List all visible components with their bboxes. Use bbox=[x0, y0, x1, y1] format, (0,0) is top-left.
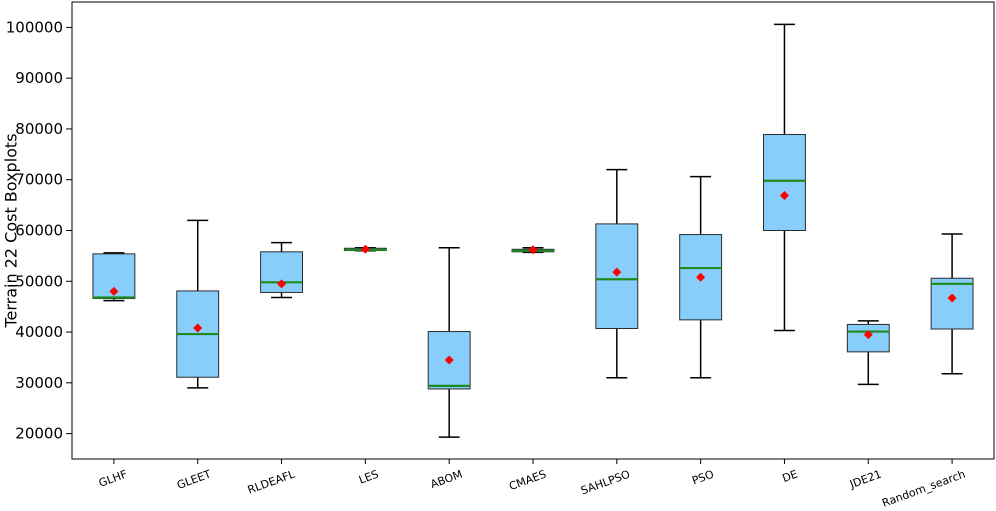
box-iqr bbox=[763, 134, 806, 231]
box-group bbox=[92, 252, 136, 302]
y-tick-label: 70000 bbox=[15, 171, 63, 189]
x-tick-label: LES bbox=[357, 468, 380, 487]
y-tick-label: 100000 bbox=[6, 18, 63, 36]
mean-marker bbox=[444, 355, 454, 365]
box-group bbox=[260, 241, 304, 299]
y-tick-label: 80000 bbox=[15, 120, 63, 138]
box-group bbox=[930, 233, 974, 375]
y-axis-title: Terrain 22 Cost Boxplots bbox=[2, 133, 21, 328]
mean-marker bbox=[863, 330, 873, 340]
mean-marker bbox=[109, 286, 119, 296]
box-group bbox=[511, 245, 555, 255]
mean-marker bbox=[779, 190, 789, 200]
mean-marker bbox=[612, 267, 622, 277]
box-group bbox=[763, 23, 806, 332]
plot-frame bbox=[71, 1, 995, 460]
box-group bbox=[679, 175, 723, 379]
y-tick-label: 40000 bbox=[15, 323, 63, 341]
mean-marker bbox=[696, 272, 706, 282]
box-iqr bbox=[930, 277, 974, 330]
box-group bbox=[343, 244, 387, 254]
mean-marker bbox=[360, 244, 370, 254]
y-tick-label: 50000 bbox=[15, 272, 63, 290]
box-group bbox=[846, 320, 890, 386]
box-iqr bbox=[260, 251, 304, 293]
box-group bbox=[176, 219, 220, 389]
box-group bbox=[595, 168, 639, 379]
y-tick-label: 30000 bbox=[15, 374, 63, 392]
mean-marker bbox=[528, 245, 538, 255]
box-group bbox=[427, 247, 471, 438]
y-tick-label: 60000 bbox=[15, 222, 63, 240]
y-tick-label: 20000 bbox=[15, 425, 63, 443]
mean-marker bbox=[277, 279, 287, 289]
mean-marker bbox=[193, 323, 203, 333]
x-tick-label: DE bbox=[781, 468, 800, 486]
mean-marker bbox=[947, 293, 957, 303]
boxes-layer bbox=[92, 23, 974, 438]
y-axis: 20000 30000 40000 50000 60000 70000 80000 90000… bbox=[6, 18, 72, 443]
y-tick-label: 90000 bbox=[15, 69, 63, 87]
